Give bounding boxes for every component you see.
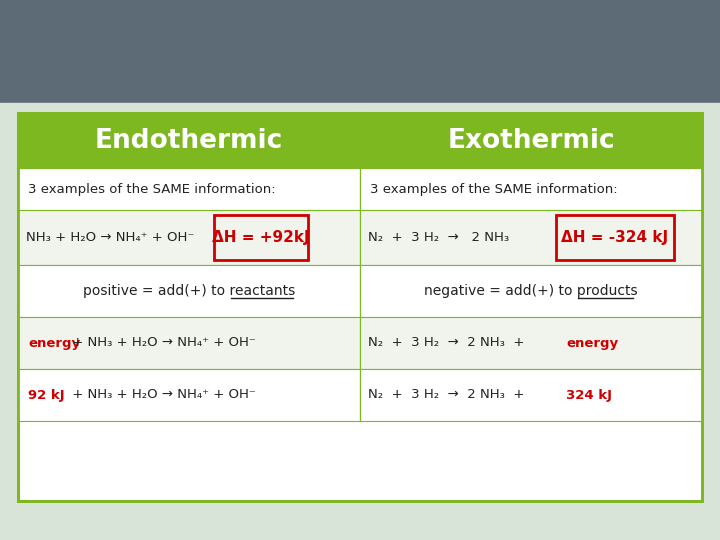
Text: 3 examples of the SAME information:: 3 examples of the SAME information: <box>28 183 276 195</box>
Text: Endothermic: Endothermic <box>95 127 283 153</box>
Bar <box>556 215 674 260</box>
Text: Exothermic: Exothermic <box>447 127 615 153</box>
Text: + NH₃ + H₂O → NH₄⁺ + OH⁻: + NH₃ + H₂O → NH₄⁺ + OH⁻ <box>68 388 256 402</box>
Text: ΔH = +92kJ: ΔH = +92kJ <box>212 230 310 245</box>
Text: 324 kJ: 324 kJ <box>566 388 612 402</box>
Bar <box>18 210 360 265</box>
Text: NH₃ + H₂O → NH₄⁺ + OH⁻: NH₃ + H₂O → NH₄⁺ + OH⁻ <box>26 231 194 244</box>
Bar <box>360 113 702 168</box>
Bar <box>18 265 360 317</box>
Text: N₂  +  3 H₂  →  2 NH₃  +: N₂ + 3 H₂ → 2 NH₃ + <box>368 388 533 402</box>
Text: 92 kJ: 92 kJ <box>28 388 65 402</box>
Bar <box>360 317 702 369</box>
Bar <box>18 168 360 210</box>
Text: negative = add(+) to products: negative = add(+) to products <box>424 284 638 298</box>
Bar <box>18 113 702 501</box>
Bar <box>18 369 360 421</box>
Text: 3 examples of the SAME information:: 3 examples of the SAME information: <box>370 183 618 195</box>
Text: N₂  +  3 H₂  →   2 NH₃: N₂ + 3 H₂ → 2 NH₃ <box>368 231 509 244</box>
Text: positive = add(+) to reactants: positive = add(+) to reactants <box>83 284 295 298</box>
Bar <box>18 113 360 168</box>
Bar <box>360 369 702 421</box>
Bar <box>18 113 702 501</box>
Text: energy: energy <box>28 336 80 349</box>
Bar <box>214 215 308 260</box>
Bar <box>0 103 720 540</box>
Text: + NH₃ + H₂O → NH₄⁺ + OH⁻: + NH₃ + H₂O → NH₄⁺ + OH⁻ <box>68 336 256 349</box>
Text: N₂  +  3 H₂  →  2 NH₃  +: N₂ + 3 H₂ → 2 NH₃ + <box>368 336 528 349</box>
Text: ΔH = -324 kJ: ΔH = -324 kJ <box>562 230 669 245</box>
Text: energy: energy <box>566 336 618 349</box>
Bar <box>360 265 702 317</box>
Bar <box>18 317 360 369</box>
Bar <box>0 0 720 103</box>
Bar <box>360 210 702 265</box>
Bar <box>360 168 702 210</box>
